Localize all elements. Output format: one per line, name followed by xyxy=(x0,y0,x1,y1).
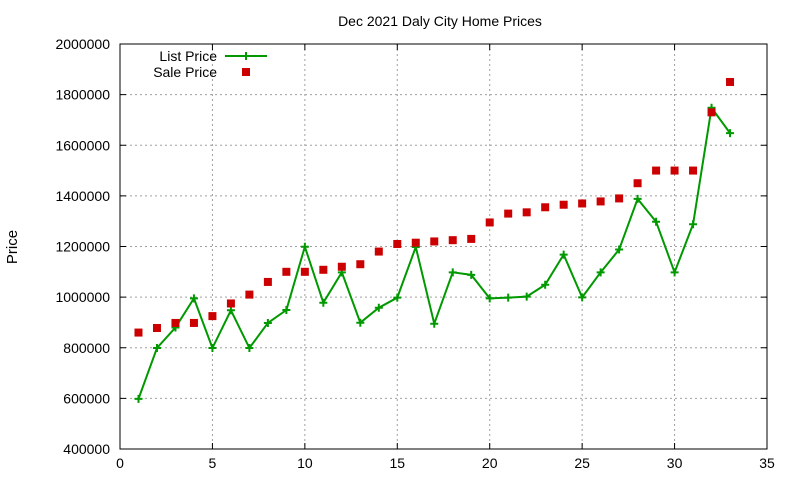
y-tick-label: 1800000 xyxy=(55,87,110,103)
sale-price-point xyxy=(189,318,198,327)
chart-title: Dec 2021 Daly City Home Prices xyxy=(338,13,542,29)
sale-price-point xyxy=(282,267,291,276)
sale-price-point xyxy=(707,108,716,117)
list-price-point xyxy=(522,292,531,301)
list-price-point xyxy=(578,293,587,302)
list-price-point xyxy=(374,303,383,312)
list-price-point xyxy=(319,298,328,307)
sale-price-point xyxy=(633,179,642,188)
list-price-point xyxy=(615,245,624,254)
list-price-point xyxy=(689,220,698,229)
y-axis-label: Price xyxy=(4,230,21,264)
sale-price-point xyxy=(615,194,624,203)
list-price-point xyxy=(300,242,309,251)
sale-price-point xyxy=(245,290,254,299)
list-price-point xyxy=(134,394,143,403)
series-layer xyxy=(134,77,735,403)
sale-price-point xyxy=(319,265,328,274)
x-tick-label: 10 xyxy=(297,455,313,471)
legend-label-sale-price: Sale Price xyxy=(153,64,217,80)
list-price-point xyxy=(652,217,661,226)
legend-label-list-price: List Price xyxy=(159,48,217,64)
sale-price-point xyxy=(578,199,587,208)
list-price-point xyxy=(670,268,679,277)
list-price-point xyxy=(189,294,198,303)
sale-price-point xyxy=(670,166,679,175)
x-tick-label: 25 xyxy=(574,455,590,471)
y-tick-label: 1600000 xyxy=(55,137,110,153)
x-tick-label: 20 xyxy=(482,455,498,471)
list-price-point xyxy=(541,280,550,289)
x-tick-label: 0 xyxy=(116,455,124,471)
sale-price-point xyxy=(171,318,180,327)
list-price-point xyxy=(282,306,291,315)
list-price-point xyxy=(245,344,254,353)
list-price-point xyxy=(633,194,642,203)
y-tick-label: 400000 xyxy=(63,441,110,457)
sale-price-point xyxy=(134,328,143,337)
list-price-point xyxy=(152,344,161,353)
plot-frame xyxy=(119,43,768,450)
grid-lines xyxy=(120,44,767,449)
sale-price-point xyxy=(356,260,365,269)
y-tick-label: 1000000 xyxy=(55,289,110,305)
list-price-point xyxy=(263,318,272,327)
sale-price-point xyxy=(337,262,346,271)
sale-price-point xyxy=(374,247,383,256)
sale-price-point xyxy=(226,299,235,308)
y-tick-label: 1200000 xyxy=(55,239,110,255)
list-price-point xyxy=(726,129,735,138)
sale-price-point xyxy=(504,209,513,218)
sale-price-point xyxy=(430,237,439,246)
sale-price-point xyxy=(652,166,661,175)
list-price-point xyxy=(208,344,217,353)
list-price-point xyxy=(393,293,402,302)
list-price-point xyxy=(467,270,476,279)
sale-price-point xyxy=(726,77,735,86)
sale-price-point xyxy=(467,234,476,243)
legend-marker-list-price xyxy=(242,52,250,60)
sale-price-point xyxy=(448,236,457,245)
sale-price-point xyxy=(300,267,309,276)
x-tick-label: 15 xyxy=(389,455,405,471)
sale-price-point xyxy=(596,197,605,206)
y-tick-label: 1400000 xyxy=(55,188,110,204)
sale-price-point xyxy=(541,203,550,212)
sale-price-point xyxy=(152,324,161,333)
list-price-point xyxy=(485,294,494,303)
x-tick-label: 35 xyxy=(759,455,775,471)
sale-price-point xyxy=(263,277,272,286)
list-price-point xyxy=(226,306,235,315)
list-price-point xyxy=(559,250,568,259)
list-price-point xyxy=(596,268,605,277)
sale-price-point xyxy=(522,208,531,217)
sale-price-point xyxy=(393,239,402,248)
sale-price-point xyxy=(411,238,420,247)
legend: List Price Sale Price xyxy=(153,48,267,80)
list-price-point xyxy=(356,318,365,327)
list-price-line xyxy=(137,105,731,400)
sale-price-point xyxy=(208,312,217,321)
sale-price-point xyxy=(689,166,698,175)
list-price-point xyxy=(430,319,439,328)
y-tick-label: 2000000 xyxy=(55,36,110,52)
list-price-point xyxy=(448,268,457,277)
legend-marker-sale-price xyxy=(242,68,250,76)
x-tick-label: 5 xyxy=(209,455,217,471)
sale-price-point xyxy=(559,200,568,209)
sale-price-point xyxy=(485,218,494,227)
y-tick-label: 800000 xyxy=(63,340,110,356)
axis-ticks: 0 5 10 15 20 25 30 35 400000 600000 800000 1000000 1… xyxy=(55,36,775,471)
y-tick-label: 600000 xyxy=(63,390,110,406)
list-price-point xyxy=(504,293,513,302)
x-tick-label: 30 xyxy=(667,455,683,471)
